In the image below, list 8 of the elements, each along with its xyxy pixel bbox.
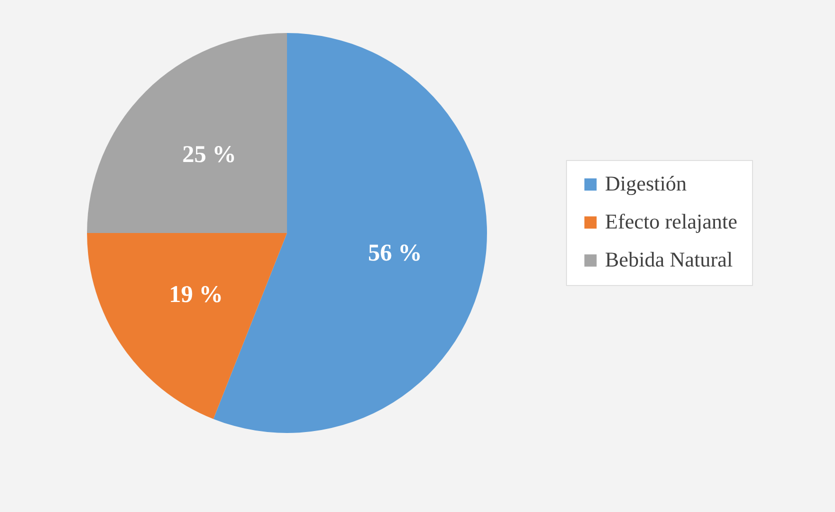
pie-slice bbox=[87, 233, 287, 419]
data-label: 25 % bbox=[182, 142, 236, 168]
legend-label: Efecto relajante bbox=[605, 210, 738, 234]
data-label: 19 % bbox=[169, 282, 224, 308]
data-label: 56 % bbox=[368, 240, 422, 267]
legend-label: Bebida Natural bbox=[605, 248, 733, 272]
legend-label: Digestión bbox=[605, 172, 688, 196]
pie-slice bbox=[87, 33, 287, 233]
